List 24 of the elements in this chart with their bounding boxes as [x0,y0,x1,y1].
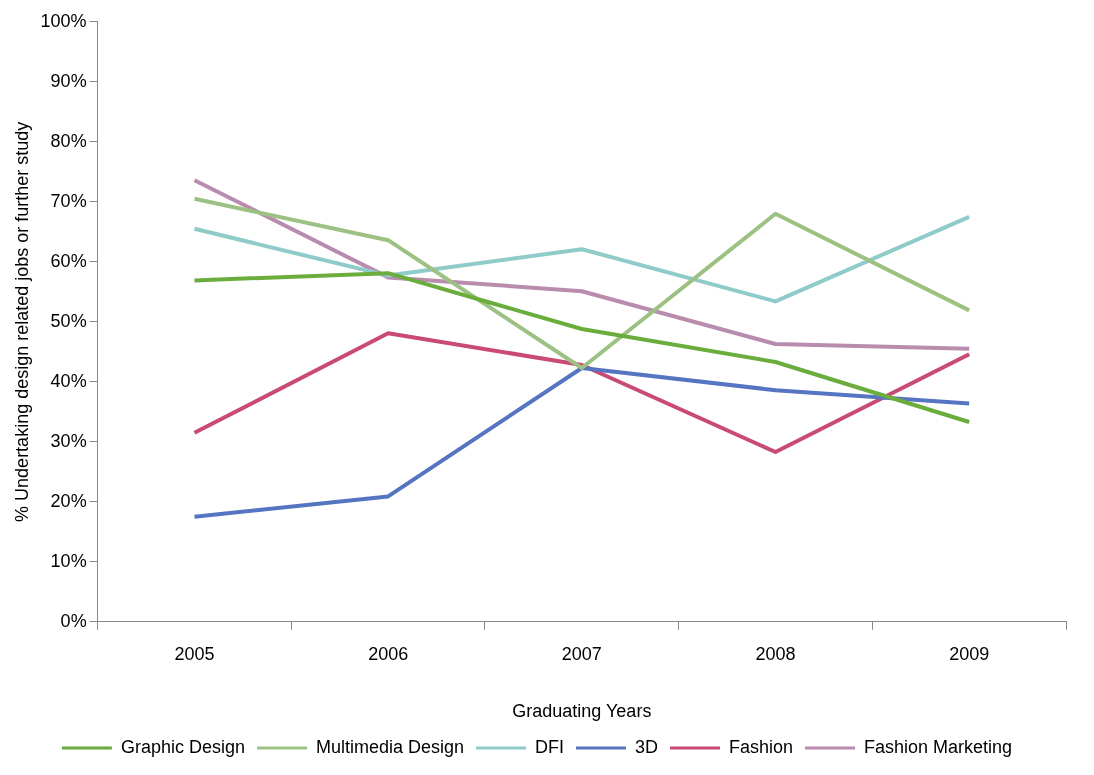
y-tick-label: 40% [50,370,87,391]
x-tick-label: 2009 [949,643,990,664]
x-tick-label: 2008 [755,643,796,664]
legend-label: Fashion Marketing [864,736,1013,757]
legend-label: Multimedia Design [315,736,465,757]
x-tick-label: 2006 [368,643,409,664]
x-axis-title: Graduating Years [512,701,652,722]
legend-label: Graphic Design [120,736,245,757]
y-tick-label: 80% [50,130,87,151]
legend-label: DFI [535,736,564,757]
y-tick-label: 30% [50,430,87,451]
x-tick-label: 2007 [561,643,602,664]
y-tick-label: 0% [60,610,87,631]
y-tick-label: 50% [50,310,87,331]
y-tick-label: 100% [40,10,87,31]
y-tick-label: 60% [50,250,87,271]
y-axis-title: % Undertaking design related jobs or further study [11,121,32,522]
y-tick-label: 10% [50,550,87,571]
x-tick-label: 2005 [174,643,215,664]
y-tick-label: 90% [50,70,87,91]
legend-label: Fashion [729,736,794,757]
y-tick-label: 70% [50,190,87,211]
y-tick-label: 20% [50,490,87,511]
legend-label: 3D [635,736,659,757]
